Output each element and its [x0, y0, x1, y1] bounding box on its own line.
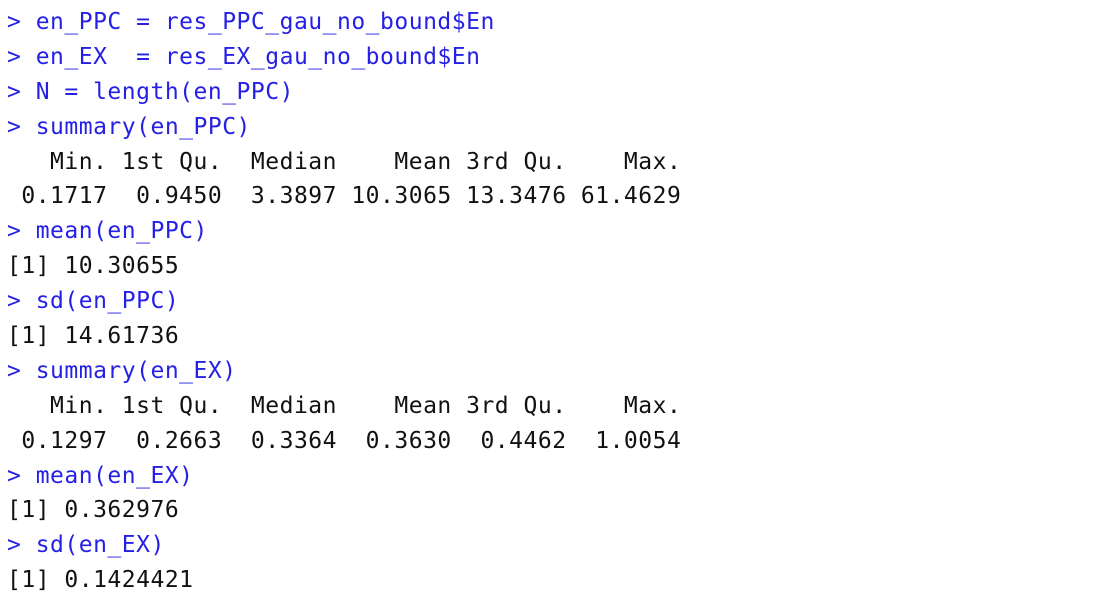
console-input-line: > sd(en_PPC) — [7, 288, 180, 315]
summary-values-line: 0.1297 0.2663 0.3364 0.3630 0.4462 1.005… — [7, 427, 696, 454]
console-input-line: > en_PPC = res_PPC_gau_no_bound$En — [7, 9, 495, 35]
console-input-line: > summary(en_PPC) — [7, 113, 251, 140]
console-input-line: > N = length(en_PPC) — [7, 78, 294, 105]
console-input-line: > mean(en_PPC) — [7, 218, 208, 245]
console-input-line: > mean(en_EX) — [7, 462, 194, 489]
console-input-line: > summary(en_EX) — [7, 357, 237, 384]
console-output-line: [1] 0.1424421 — [7, 567, 194, 594]
summary-header-line: Min. 1st Qu. Median Mean 3rd Qu. Max. — [7, 148, 696, 175]
console-output-line: [1] 0.362976 — [7, 497, 180, 524]
console-input-line: > sd(en_EX) — [7, 532, 165, 559]
summary-values-line: 0.1717 0.9450 3.3897 10.3065 13.3476 61.… — [7, 183, 696, 210]
r-console[interactable]: > en_PPC = res_PPC_gau_no_bound$En > en_… — [7, 5, 1092, 598]
summary-header-line: Min. 1st Qu. Median Mean 3rd Qu. Max. — [7, 392, 696, 419]
console-output-line: [1] 10.30655 — [7, 253, 180, 280]
console-input-line: > en_EX = res_EX_gau_no_bound$En — [7, 43, 481, 70]
console-output-line: [1] 14.61736 — [7, 323, 180, 350]
